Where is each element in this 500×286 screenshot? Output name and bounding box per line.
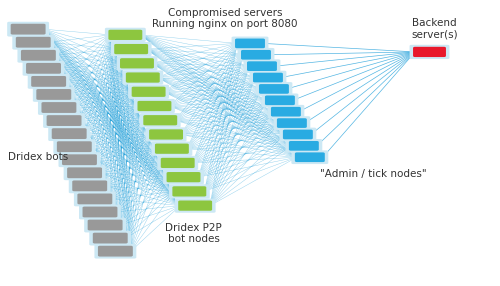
FancyBboxPatch shape bbox=[247, 61, 277, 71]
FancyBboxPatch shape bbox=[98, 246, 133, 257]
FancyBboxPatch shape bbox=[259, 84, 289, 94]
FancyBboxPatch shape bbox=[120, 58, 154, 68]
FancyBboxPatch shape bbox=[283, 130, 313, 139]
FancyBboxPatch shape bbox=[140, 113, 180, 127]
FancyBboxPatch shape bbox=[146, 127, 186, 142]
FancyBboxPatch shape bbox=[174, 198, 216, 213]
FancyBboxPatch shape bbox=[38, 100, 80, 115]
FancyBboxPatch shape bbox=[22, 61, 64, 76]
FancyBboxPatch shape bbox=[256, 82, 292, 96]
FancyBboxPatch shape bbox=[149, 129, 183, 140]
FancyBboxPatch shape bbox=[21, 50, 56, 61]
FancyBboxPatch shape bbox=[46, 115, 82, 126]
FancyBboxPatch shape bbox=[90, 231, 131, 245]
FancyBboxPatch shape bbox=[58, 152, 100, 167]
Text: Dridex P2P
bot nodes: Dridex P2P bot nodes bbox=[165, 223, 222, 244]
FancyBboxPatch shape bbox=[155, 144, 189, 154]
FancyBboxPatch shape bbox=[166, 172, 200, 182]
FancyBboxPatch shape bbox=[93, 233, 128, 243]
FancyBboxPatch shape bbox=[110, 42, 152, 56]
FancyBboxPatch shape bbox=[116, 56, 158, 70]
FancyBboxPatch shape bbox=[232, 37, 268, 50]
FancyBboxPatch shape bbox=[262, 94, 298, 107]
FancyBboxPatch shape bbox=[78, 194, 112, 204]
Text: Dridex bots: Dridex bots bbox=[8, 152, 68, 162]
FancyBboxPatch shape bbox=[280, 128, 316, 141]
FancyBboxPatch shape bbox=[74, 192, 116, 206]
FancyBboxPatch shape bbox=[36, 89, 71, 100]
FancyBboxPatch shape bbox=[88, 220, 122, 231]
FancyBboxPatch shape bbox=[7, 22, 49, 37]
FancyBboxPatch shape bbox=[108, 30, 142, 40]
FancyBboxPatch shape bbox=[62, 154, 97, 165]
FancyBboxPatch shape bbox=[67, 167, 102, 178]
FancyBboxPatch shape bbox=[250, 71, 286, 84]
FancyBboxPatch shape bbox=[274, 116, 310, 130]
FancyBboxPatch shape bbox=[295, 152, 325, 162]
FancyBboxPatch shape bbox=[144, 115, 177, 125]
FancyBboxPatch shape bbox=[235, 39, 265, 48]
FancyBboxPatch shape bbox=[31, 76, 66, 87]
FancyBboxPatch shape bbox=[160, 158, 194, 168]
FancyBboxPatch shape bbox=[268, 105, 304, 118]
FancyBboxPatch shape bbox=[69, 178, 110, 193]
FancyBboxPatch shape bbox=[238, 48, 275, 61]
FancyBboxPatch shape bbox=[244, 59, 281, 73]
FancyBboxPatch shape bbox=[122, 70, 163, 85]
FancyBboxPatch shape bbox=[54, 139, 96, 154]
FancyBboxPatch shape bbox=[128, 85, 169, 99]
FancyBboxPatch shape bbox=[64, 165, 106, 180]
FancyBboxPatch shape bbox=[94, 244, 136, 259]
Text: Compromised servers
Running nginx on port 8080: Compromised servers Running nginx on por… bbox=[152, 8, 298, 29]
FancyBboxPatch shape bbox=[84, 218, 126, 233]
FancyBboxPatch shape bbox=[33, 87, 74, 102]
FancyBboxPatch shape bbox=[158, 156, 198, 170]
FancyBboxPatch shape bbox=[10, 24, 45, 35]
FancyBboxPatch shape bbox=[43, 113, 85, 128]
FancyBboxPatch shape bbox=[286, 139, 323, 153]
FancyBboxPatch shape bbox=[265, 96, 295, 105]
FancyBboxPatch shape bbox=[289, 141, 319, 151]
Text: "Admin / tick nodes": "Admin / tick nodes" bbox=[320, 169, 426, 179]
FancyBboxPatch shape bbox=[292, 150, 329, 164]
FancyBboxPatch shape bbox=[134, 99, 175, 113]
FancyBboxPatch shape bbox=[126, 72, 160, 83]
FancyBboxPatch shape bbox=[26, 63, 61, 74]
FancyBboxPatch shape bbox=[169, 184, 210, 198]
FancyBboxPatch shape bbox=[16, 37, 50, 48]
FancyBboxPatch shape bbox=[178, 200, 212, 211]
Text: Backend
server(s): Backend server(s) bbox=[411, 18, 458, 39]
FancyBboxPatch shape bbox=[413, 47, 446, 57]
FancyBboxPatch shape bbox=[52, 128, 86, 139]
FancyBboxPatch shape bbox=[28, 74, 70, 89]
FancyBboxPatch shape bbox=[271, 107, 301, 116]
FancyBboxPatch shape bbox=[18, 48, 59, 63]
FancyBboxPatch shape bbox=[253, 73, 283, 82]
FancyBboxPatch shape bbox=[79, 204, 121, 219]
FancyBboxPatch shape bbox=[132, 87, 166, 97]
FancyBboxPatch shape bbox=[42, 102, 76, 113]
FancyBboxPatch shape bbox=[48, 126, 90, 141]
FancyBboxPatch shape bbox=[57, 141, 92, 152]
FancyBboxPatch shape bbox=[138, 101, 172, 111]
FancyBboxPatch shape bbox=[172, 186, 206, 196]
FancyBboxPatch shape bbox=[277, 118, 307, 128]
FancyBboxPatch shape bbox=[12, 35, 54, 49]
FancyBboxPatch shape bbox=[163, 170, 204, 184]
FancyBboxPatch shape bbox=[72, 180, 107, 191]
FancyBboxPatch shape bbox=[241, 50, 271, 59]
FancyBboxPatch shape bbox=[410, 45, 450, 59]
FancyBboxPatch shape bbox=[105, 28, 146, 42]
FancyBboxPatch shape bbox=[114, 44, 148, 54]
FancyBboxPatch shape bbox=[152, 142, 192, 156]
FancyBboxPatch shape bbox=[82, 206, 118, 217]
